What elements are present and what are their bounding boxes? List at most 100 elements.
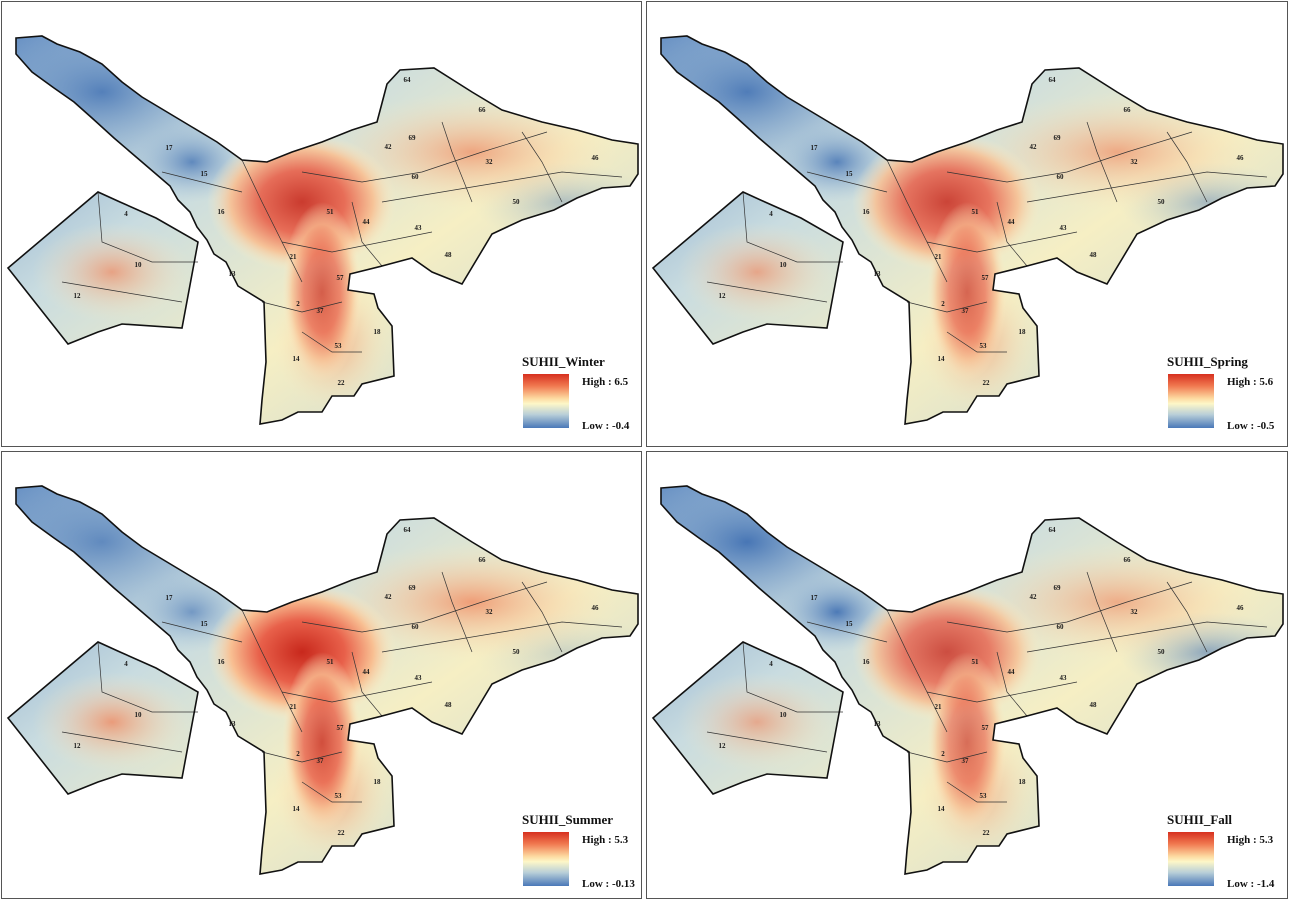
- district-label: 51: [327, 208, 335, 216]
- district-label: 22: [338, 379, 346, 387]
- district-label: 48: [1090, 251, 1098, 259]
- district-label: 44: [1008, 668, 1016, 676]
- district-label: 66: [479, 106, 487, 114]
- district-label: 2: [296, 750, 300, 758]
- district-label: 64: [404, 526, 412, 534]
- legend-low-label: Low : -1.4: [1227, 878, 1275, 890]
- district-label: 69: [409, 584, 417, 592]
- district-boundary: [742, 191, 843, 263]
- district-label: 15: [846, 170, 854, 178]
- district-label: 22: [983, 379, 991, 387]
- district-label: 12: [719, 292, 727, 300]
- district-boundary: [742, 641, 843, 713]
- district-label: 42: [385, 593, 393, 601]
- district-label: 53: [980, 342, 988, 350]
- district-boundary: [61, 281, 183, 303]
- district-boundary: [706, 731, 828, 753]
- district-label: 17: [811, 144, 819, 152]
- district-label: 64: [404, 76, 412, 84]
- district-label: 12: [74, 742, 82, 750]
- district-label: 32: [1131, 158, 1139, 166]
- district-label: 12: [74, 292, 82, 300]
- west-district-boundary: [6, 641, 199, 795]
- district-boundary: [906, 751, 988, 763]
- district-boundary: [281, 231, 433, 253]
- district-label: 21: [290, 703, 298, 711]
- legend-high-label: High : 5.3: [582, 834, 629, 846]
- district-boundary: [441, 121, 473, 203]
- district-label: 57: [982, 274, 990, 282]
- suhii-map-fall: 64 66 42 69 32 46 17 15 60 50 16 51 44 43 48 4 10 12 13 21 5…: [651, 485, 1284, 875]
- district-boundary: [261, 301, 343, 313]
- district-boundary: [381, 171, 623, 203]
- district-label: 18: [1019, 778, 1027, 786]
- district-label: 51: [972, 658, 980, 666]
- district-label: 18: [374, 328, 382, 336]
- district-boundary: [161, 621, 243, 643]
- district-label: 16: [863, 208, 871, 216]
- district-boundary: [946, 131, 1193, 183]
- district-label: 13: [874, 720, 882, 728]
- district-label: 66: [1124, 106, 1132, 114]
- district-boundary: [926, 681, 1078, 703]
- district-label: 64: [1049, 526, 1057, 534]
- district-label: 69: [1054, 134, 1062, 142]
- district-label: 42: [1030, 143, 1038, 151]
- district-label: 69: [409, 134, 417, 142]
- district-boundary: [281, 681, 433, 703]
- district-label: 46: [1237, 604, 1245, 612]
- district-label: 37: [962, 307, 970, 315]
- district-label: 14: [293, 355, 301, 363]
- district-boundary: [886, 609, 948, 733]
- district-label: 16: [218, 208, 226, 216]
- district-label: 18: [1019, 328, 1027, 336]
- district-label: 2: [941, 300, 945, 308]
- district-label: 37: [317, 307, 325, 315]
- district-boundary: [351, 651, 383, 717]
- district-label: 2: [296, 300, 300, 308]
- district-boundary: [351, 201, 383, 267]
- district-boundary: [161, 171, 243, 193]
- district-label: 66: [1124, 556, 1132, 564]
- district-label: 32: [486, 608, 494, 616]
- district-label: 44: [1008, 218, 1016, 226]
- district-boundary: [301, 581, 548, 633]
- map-panel-summer: 64 66 42 69 32 46 17 15 60 50 16 51 44 43 48 4 10 12 13 21 5…: [1, 451, 642, 899]
- district-boundary: [521, 581, 563, 653]
- district-label: 43: [415, 224, 423, 232]
- district-boundary: [1086, 121, 1118, 203]
- district-label: 46: [592, 604, 600, 612]
- legend-low-label: Low : -0.5: [1227, 420, 1275, 432]
- district-boundary: [301, 131, 548, 183]
- city-boundary: [15, 485, 639, 875]
- legend-title: SUHII_Winter: [522, 354, 605, 369]
- district-boundary: [301, 781, 362, 803]
- district-boundary: [1026, 621, 1268, 653]
- district-label: 32: [1131, 608, 1139, 616]
- district-label: 17: [811, 594, 819, 602]
- district-label: 43: [1060, 224, 1068, 232]
- legend-low-label: Low : -0.4: [582, 420, 630, 432]
- district-label: 2: [941, 750, 945, 758]
- city-boundary: [660, 35, 1284, 425]
- district-boundary: [886, 159, 948, 283]
- district-label: 60: [1057, 173, 1065, 181]
- district-label: 57: [982, 724, 990, 732]
- district-label: 53: [335, 342, 343, 350]
- district-label: 46: [592, 154, 600, 162]
- district-label: 13: [874, 270, 882, 278]
- district-boundary: [1086, 571, 1118, 653]
- district-boundary: [946, 331, 1007, 353]
- district-label: 50: [513, 198, 521, 206]
- legend-low-label: Low : -0.13: [582, 878, 635, 890]
- district-boundary: [946, 781, 1007, 803]
- district-label: 57: [337, 274, 345, 282]
- district-boundary: [1026, 171, 1268, 203]
- map-panel-spring: 64 66 42 69 32 46 17 15 60 50 16 51 44 43 48 4 10 12 13 21 5…: [646, 1, 1288, 447]
- color-ramp: [1168, 374, 1214, 428]
- suhii-map-spring: 64 66 42 69 32 46 17 15 60 50 16 51 44 43 48 4 10 12 13 21 5…: [651, 35, 1284, 425]
- district-label: 4: [769, 660, 773, 668]
- west-district-boundary: [6, 191, 199, 345]
- district-label: 15: [201, 620, 209, 628]
- district-label: 60: [412, 173, 420, 181]
